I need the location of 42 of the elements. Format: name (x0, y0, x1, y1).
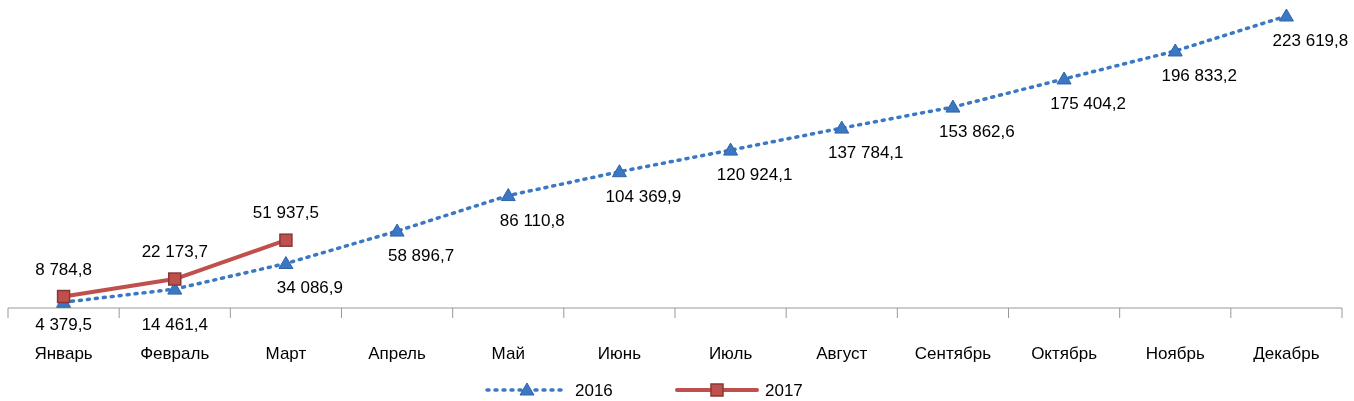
x-tick-label: Февраль (140, 344, 210, 363)
x-tick-label: Май (491, 344, 525, 363)
legend-label: 2016 (575, 381, 613, 400)
x-tick-label: Октябрь (1031, 344, 1098, 363)
point (168, 272, 182, 286)
x-tick-label: Июль (708, 344, 753, 363)
legend-label: 2017 (765, 381, 803, 400)
data-label: 86 110,8 (499, 210, 565, 230)
data-label: 14 461,4 (141, 315, 208, 334)
data-label: 34 086,9 (276, 278, 344, 298)
point (1278, 8, 1294, 22)
x-tick-label: Апрель (368, 344, 427, 363)
point (279, 233, 293, 247)
x-tick-label: Декабрь (1253, 344, 1320, 363)
point (56, 289, 71, 304)
data-label: 223 619,8 (1272, 31, 1349, 50)
data-label: 120 924,1 (716, 165, 793, 185)
x-tick-label: Ноябрь (1145, 344, 1205, 363)
x-tick-label: Сентябрь (914, 344, 992, 363)
point (1167, 43, 1183, 57)
data-label: 104 369,9 (605, 186, 682, 206)
data-label: 51 937,5 (252, 203, 320, 223)
data-label: 153 862,6 (939, 122, 1015, 142)
x-tick-label: Июнь (597, 344, 642, 363)
point (389, 223, 405, 237)
point (278, 255, 294, 269)
x-tick-label: Январь (34, 344, 93, 363)
point (1056, 71, 1072, 85)
point (945, 99, 961, 113)
x-tick-label: Август (816, 344, 868, 363)
point (500, 188, 516, 202)
point (834, 120, 850, 134)
data-label: 137 784,1 (827, 143, 904, 163)
data-label: 22 173,7 (141, 242, 208, 262)
x-tick-label: Март (265, 344, 307, 363)
data-label: 4 379,5 (35, 315, 92, 334)
point (611, 164, 627, 178)
data-label: 58 896,7 (387, 246, 455, 266)
point (723, 142, 739, 156)
data-label: 175 404,2 (1050, 93, 1126, 113)
data-label: 8 784,8 (35, 259, 92, 279)
data-label: 196 833,2 (1161, 65, 1238, 85)
